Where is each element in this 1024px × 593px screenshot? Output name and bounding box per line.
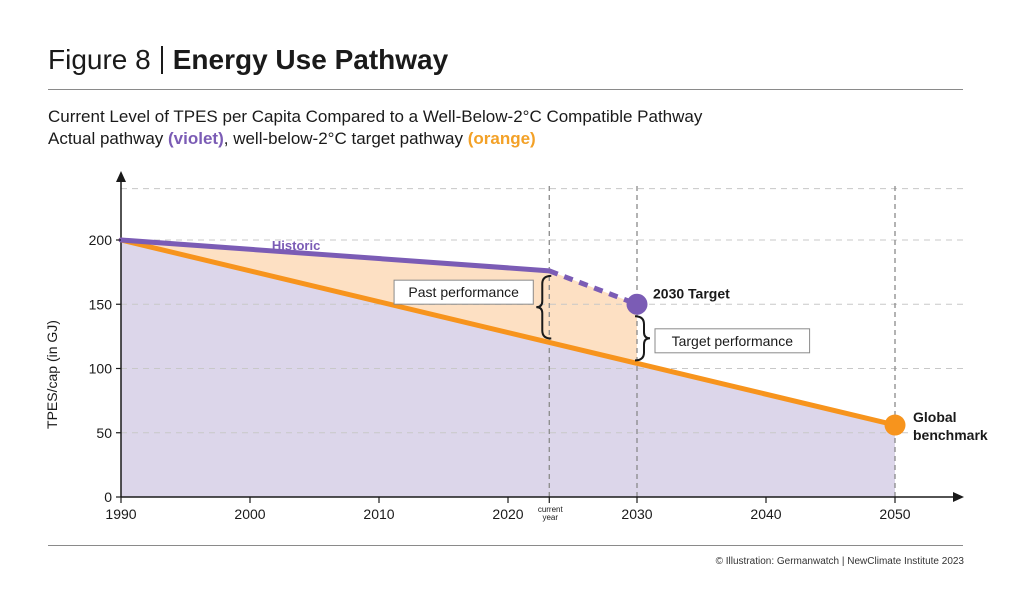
target-performance-brace: [634, 315, 651, 362]
target-pathway-line: [118, 237, 898, 428]
chart-subtitle-line-2: Actual pathway (violet), well-below-2°C …: [48, 128, 536, 150]
target-performance-label: Target performance: [672, 333, 794, 349]
figure-label: Figure 8: [48, 44, 151, 75]
target-2030-label: 2030 Target: [653, 285, 730, 301]
target-performance-box: [654, 328, 811, 354]
chart-title: Energy Use Pathway: [172, 44, 449, 75]
y-axis-arrow: [116, 171, 126, 182]
past-performance-label: Past performance: [408, 284, 519, 300]
top-divider: [48, 89, 963, 90]
y-tick-label-100: 100: [89, 361, 113, 377]
past-performance-brace: [536, 274, 552, 340]
current-year-label-1: current: [538, 505, 564, 514]
x-tick-label-1990: 1990: [105, 506, 136, 522]
x-tick-label-2040: 2040: [750, 506, 781, 522]
global-benchmark-label-1: Global: [913, 409, 957, 425]
subtitle-text-b: , well-below-2°C target pathway: [223, 129, 468, 148]
past-performance-box: [393, 279, 534, 305]
title-separator: [160, 46, 163, 74]
subtitle-text-a: Actual pathway: [48, 129, 169, 148]
x-axis-arrow: [953, 492, 964, 502]
subtitle-violet: (violet): [168, 129, 224, 148]
historic-label: Historic: [272, 238, 320, 253]
y-axis-label: TPES/cap (in GJ): [44, 320, 60, 429]
target-2030-marker: [626, 293, 648, 315]
y-tick-label-200: 200: [89, 232, 113, 248]
global-benchmark-marker: [884, 414, 906, 436]
x-tick-label-2010: 2010: [363, 506, 394, 522]
subtitle-orange: (orange): [467, 129, 536, 148]
x-tick-label-2030: 2030: [621, 506, 652, 522]
current-year-label-2: year: [542, 513, 558, 522]
historic-line: [118, 237, 552, 274]
y-tick-label-50: 50: [96, 425, 112, 441]
y-tick-label-150: 150: [89, 296, 113, 312]
credit-line: © Illustration: Germanwatch | NewClimate…: [715, 556, 964, 567]
chart-subtitle-line-1: Current Level of TPES per Capita Compare…: [48, 107, 703, 126]
x-tick-label-2050: 2050: [879, 506, 910, 522]
figure-title: Figure 8 Energy Use Pathway: [48, 42, 448, 78]
y-tick-label-0: 0: [104, 489, 112, 505]
global-benchmark-label-2: benchmark: [913, 427, 988, 443]
x-tick-label-2020: 2020: [492, 506, 523, 522]
x-tick-label-2000: 2000: [234, 506, 265, 522]
bottom-divider: [48, 545, 963, 546]
